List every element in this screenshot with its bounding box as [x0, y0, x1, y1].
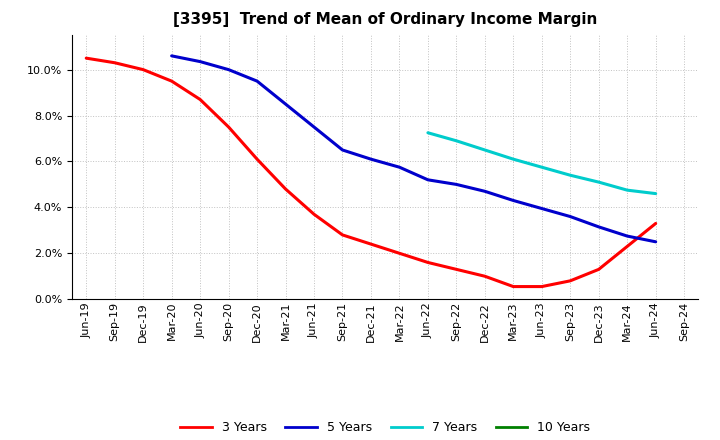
5 Years	[310, 125, 318, 130]
5 Years	[196, 59, 204, 64]
7 Years	[509, 157, 518, 162]
3 Years	[225, 125, 233, 130]
5 Years	[423, 177, 432, 183]
3 Years	[139, 67, 148, 72]
5 Years	[225, 67, 233, 72]
5 Years	[253, 78, 261, 84]
5 Years	[167, 53, 176, 59]
Title: [3395]  Trend of Mean of Ordinary Income Margin: [3395] Trend of Mean of Ordinary Income …	[173, 12, 598, 27]
7 Years	[623, 187, 631, 193]
3 Years	[338, 232, 347, 238]
3 Years	[110, 60, 119, 66]
5 Years	[282, 102, 290, 107]
7 Years	[423, 130, 432, 136]
3 Years	[253, 157, 261, 162]
3 Years	[595, 267, 603, 272]
7 Years	[595, 180, 603, 185]
3 Years	[652, 221, 660, 226]
3 Years	[423, 260, 432, 265]
5 Years	[509, 198, 518, 203]
5 Years	[480, 189, 489, 194]
5 Years	[623, 234, 631, 239]
3 Years	[395, 251, 404, 256]
3 Years	[452, 267, 461, 272]
7 Years	[537, 165, 546, 170]
7 Years	[480, 147, 489, 153]
5 Years	[652, 239, 660, 245]
5 Years	[595, 224, 603, 230]
3 Years	[537, 284, 546, 289]
3 Years	[196, 97, 204, 102]
5 Years	[452, 182, 461, 187]
5 Years	[537, 206, 546, 211]
3 Years	[480, 274, 489, 279]
5 Years	[566, 214, 575, 219]
5 Years	[366, 157, 375, 162]
Line: 5 Years: 5 Years	[171, 56, 656, 242]
3 Years	[623, 244, 631, 249]
3 Years	[566, 278, 575, 283]
3 Years	[167, 78, 176, 84]
3 Years	[366, 242, 375, 247]
5 Years	[338, 147, 347, 153]
3 Years	[509, 284, 518, 289]
7 Years	[566, 172, 575, 178]
7 Years	[452, 138, 461, 143]
3 Years	[82, 55, 91, 61]
Line: 3 Years: 3 Years	[86, 58, 656, 286]
7 Years	[652, 191, 660, 196]
Legend: 3 Years, 5 Years, 7 Years, 10 Years: 3 Years, 5 Years, 7 Years, 10 Years	[176, 416, 595, 439]
Line: 7 Years: 7 Years	[428, 133, 656, 194]
3 Years	[282, 187, 290, 192]
3 Years	[310, 212, 318, 217]
5 Years	[395, 165, 404, 170]
